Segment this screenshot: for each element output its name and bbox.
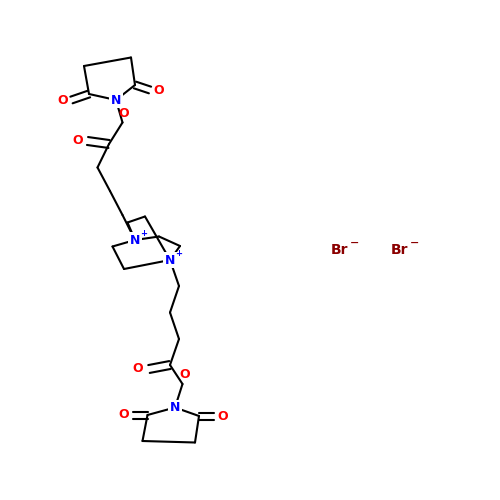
Text: O: O — [132, 362, 143, 374]
Text: N: N — [130, 234, 140, 246]
Text: O: O — [118, 408, 129, 422]
Text: −: − — [410, 238, 420, 248]
Text: O: O — [154, 84, 164, 96]
Text: O: O — [118, 107, 129, 120]
Text: Br: Br — [331, 243, 349, 257]
Text: O: O — [180, 368, 190, 382]
Text: N: N — [111, 94, 121, 106]
Text: +: + — [140, 230, 147, 238]
Text: +: + — [176, 250, 182, 258]
Text: N: N — [170, 401, 180, 414]
Text: −: − — [350, 238, 360, 248]
Text: O: O — [72, 134, 83, 146]
Text: O: O — [218, 410, 228, 422]
Text: O: O — [57, 94, 68, 106]
Text: N: N — [165, 254, 175, 266]
Text: Br: Br — [391, 243, 409, 257]
